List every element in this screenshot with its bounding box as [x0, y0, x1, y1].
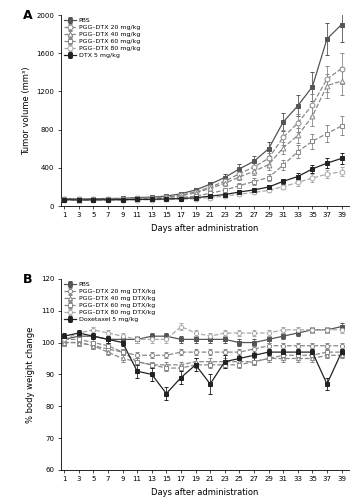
- Y-axis label: % body weight change: % body weight change: [26, 326, 35, 422]
- Legend: PBS, PGG–DTX 20 mg/kg, PGG–DTX 40 mg/kg, PGG–DTX 60 mg/kg, PGG–DTX 80 mg/kg, DTX: PBS, PGG–DTX 20 mg/kg, PGG–DTX 40 mg/kg,…: [62, 17, 141, 59]
- X-axis label: Days after administration: Days after administration: [151, 488, 258, 497]
- Y-axis label: Tumor volume (mm³): Tumor volume (mm³): [22, 66, 31, 155]
- Text: A: A: [23, 10, 33, 22]
- X-axis label: Days after administration: Days after administration: [151, 224, 258, 233]
- Legend: PBS, PGG–DTX 20 mg DTX/kg, PGG–DTX 40 mg DTX/kg, PGG–DTX 60 mg DTX/kg, PGG–DTX 8: PBS, PGG–DTX 20 mg DTX/kg, PGG–DTX 40 mg…: [62, 280, 156, 324]
- Text: B: B: [23, 273, 32, 286]
